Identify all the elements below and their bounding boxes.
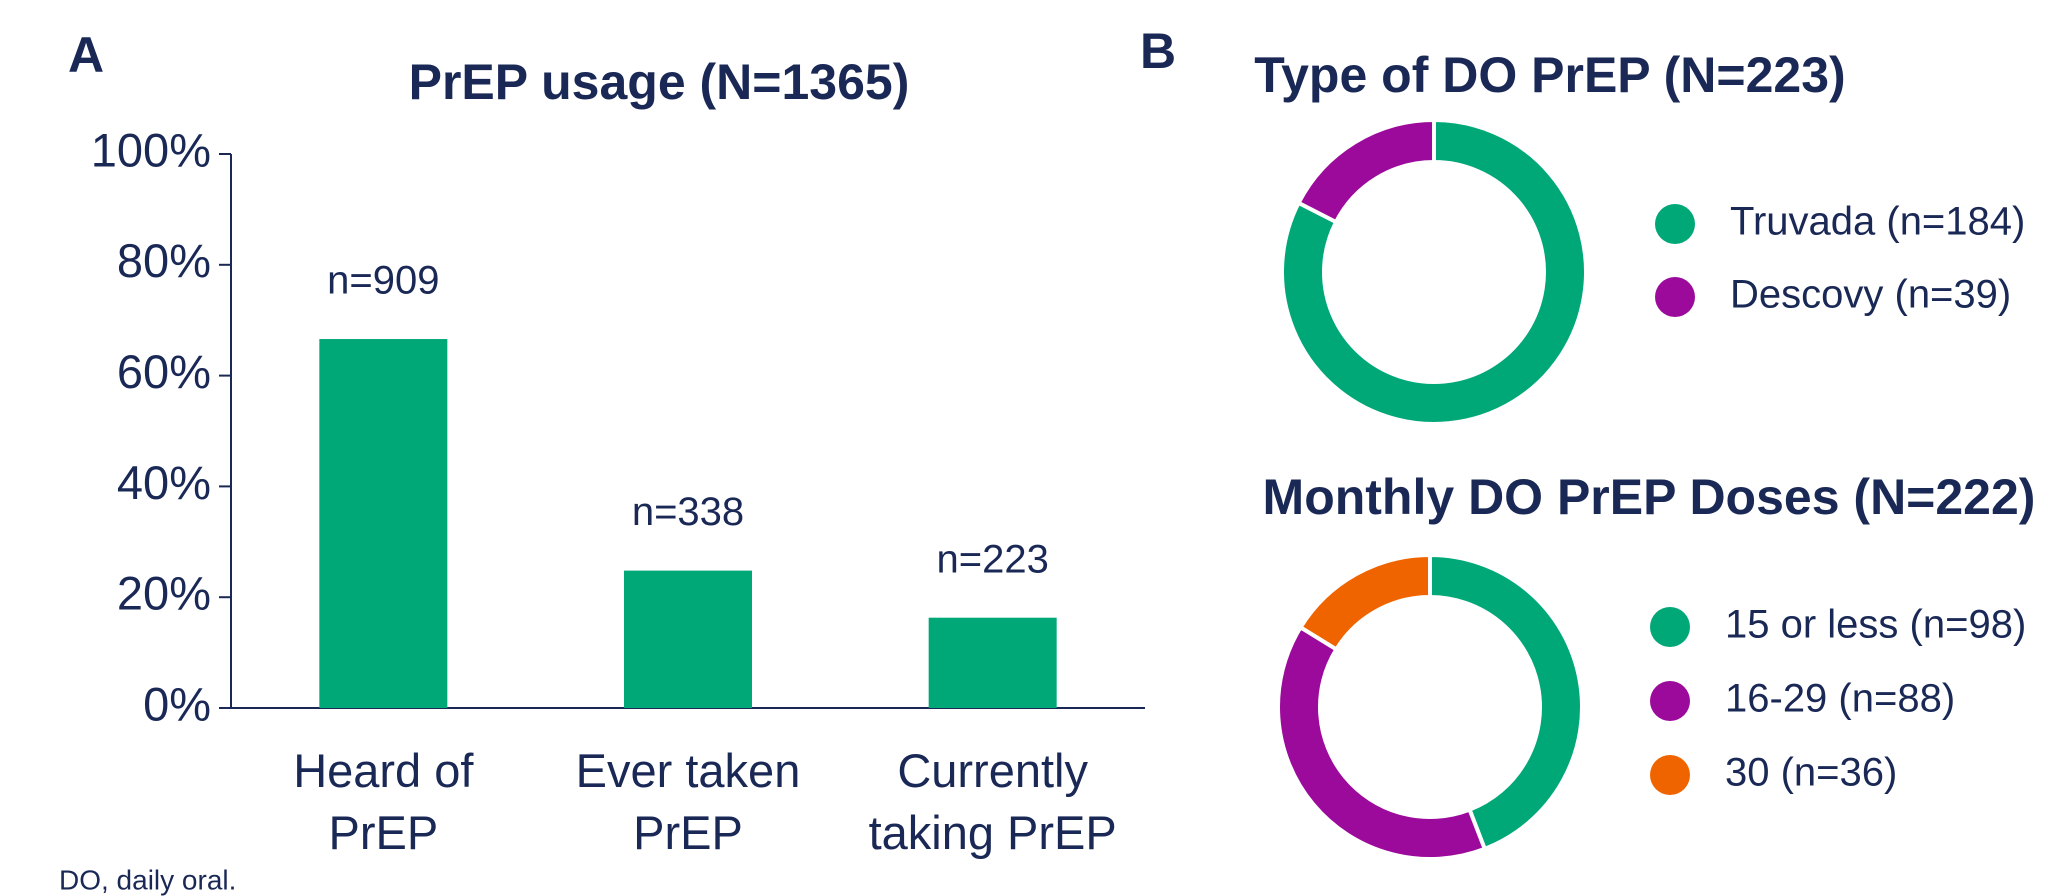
donut-segment bbox=[1280, 117, 1588, 426]
bar-annotation: n=909 bbox=[327, 259, 439, 303]
bar bbox=[319, 339, 448, 708]
bar bbox=[624, 570, 752, 708]
y-tick-label: 60% bbox=[117, 345, 211, 398]
legend-label: 15 or less (n=98) bbox=[1725, 603, 2026, 647]
y-tick-label: 100% bbox=[91, 123, 211, 176]
donut-segment bbox=[1295, 117, 1436, 225]
legend-marker bbox=[1655, 277, 1695, 317]
y-tick-label: 20% bbox=[117, 567, 211, 620]
legend-marker bbox=[1650, 755, 1690, 795]
chart-title: Type of DO PrEP (N=223) bbox=[1254, 47, 1845, 103]
legend-marker bbox=[1655, 204, 1695, 244]
y-tick-label: 0% bbox=[143, 677, 211, 730]
legend-label: 30 (n=36) bbox=[1725, 751, 1897, 795]
panel-label: B bbox=[1140, 23, 1176, 79]
legend-marker bbox=[1650, 681, 1690, 721]
legend-label: Truvada (n=184) bbox=[1730, 200, 2025, 244]
x-tick-label: Heard of PrEP bbox=[293, 744, 474, 859]
legend-label: 16-29 (n=88) bbox=[1725, 677, 1955, 721]
bar-annotation: n=338 bbox=[632, 490, 744, 534]
footnote: DO, daily oral. bbox=[59, 864, 236, 895]
legend-label: Descovy (n=39) bbox=[1730, 273, 2011, 317]
chart-title: PrEP usage (N=1365) bbox=[409, 54, 910, 110]
panel-label: A bbox=[68, 27, 104, 83]
donut-segment bbox=[1428, 552, 1584, 852]
bar bbox=[928, 617, 1057, 708]
x-tick-label: Currently taking PrEP bbox=[868, 744, 1117, 859]
legend-marker bbox=[1650, 607, 1690, 647]
donut-segment bbox=[1276, 624, 1488, 861]
x-tick-label: Ever taken PrEP bbox=[575, 744, 801, 859]
donut-segment bbox=[1297, 552, 1432, 653]
chart-title: Monthly DO PrEP Doses (N=222) bbox=[1263, 469, 2036, 525]
y-tick-label: 40% bbox=[117, 456, 211, 509]
bar-annotation: n=223 bbox=[936, 537, 1048, 581]
y-tick-label: 80% bbox=[117, 234, 211, 287]
